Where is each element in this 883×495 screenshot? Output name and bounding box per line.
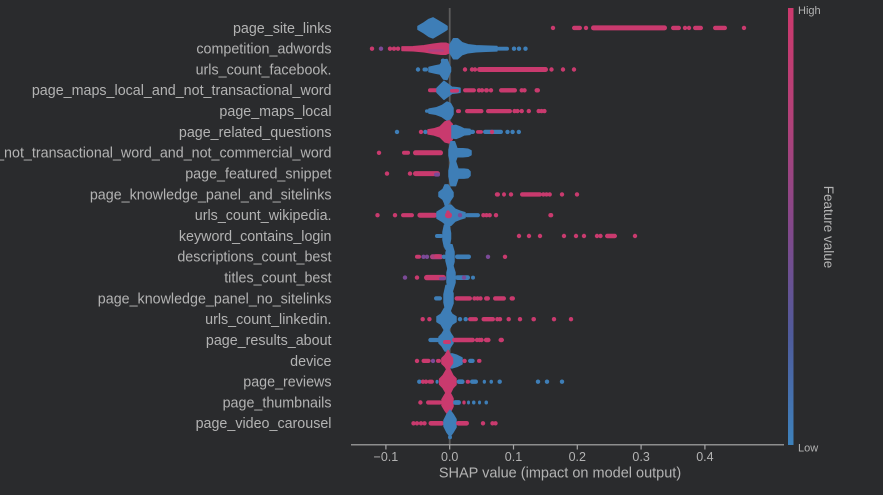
svg-text:page_related_questions: page_related_questions — [179, 125, 332, 141]
svg-text:page_featured_snippet: page_featured_snippet — [185, 167, 331, 183]
svg-text:0.0: 0.0 — [441, 450, 458, 464]
svg-text:0.3: 0.3 — [632, 450, 649, 464]
svg-text:keyword_contains_login: keyword_contains_login — [179, 229, 332, 245]
svg-text:−0.1: −0.1 — [374, 450, 399, 464]
svg-text:0.1: 0.1 — [505, 450, 522, 464]
svg-text:High: High — [798, 5, 821, 17]
svg-text:_not_transactional_word_and_no: _not_transactional_word_and_not_commerci… — [0, 146, 332, 162]
svg-text:page_thumbnails: page_thumbnails — [223, 395, 332, 411]
svg-text:SHAP value (impact on model ou: SHAP value (impact on model output) — [439, 465, 681, 481]
svg-text:page_maps_local: page_maps_local — [219, 104, 331, 120]
svg-text:page_maps_local_and_not_transa: page_maps_local_and_not_transactional_wo… — [32, 83, 332, 99]
svg-text:competition_adwords: competition_adwords — [196, 42, 331, 58]
svg-text:page_reviews: page_reviews — [243, 375, 331, 391]
svg-text:device: device — [290, 354, 331, 370]
svg-text:urls_count_facebook.: urls_count_facebook. — [196, 62, 332, 78]
svg-text:0.4: 0.4 — [696, 450, 713, 464]
svg-text:titles_count_best: titles_count_best — [224, 271, 331, 287]
svg-text:Low: Low — [798, 443, 818, 455]
svg-text:urls_count_linkedin.: urls_count_linkedin. — [205, 312, 331, 328]
svg-text:page_video_carousel: page_video_carousel — [196, 416, 332, 432]
svg-text:page_knowledge_panel_and_sitel: page_knowledge_panel_and_sitelinks — [90, 187, 332, 203]
svg-text:Feature value: Feature value — [821, 186, 836, 269]
svg-text:descriptions_count_best: descriptions_count_best — [177, 250, 331, 266]
svg-text:page_knowledge_panel_no_siteli: page_knowledge_panel_no_sitelinks — [98, 291, 332, 307]
svg-text:page_site_links: page_site_links — [233, 21, 332, 37]
svg-text:0.2: 0.2 — [569, 450, 586, 464]
svg-text:page_results_about: page_results_about — [206, 333, 332, 349]
svg-text:urls_count_wikipedia.: urls_count_wikipedia. — [195, 208, 332, 224]
